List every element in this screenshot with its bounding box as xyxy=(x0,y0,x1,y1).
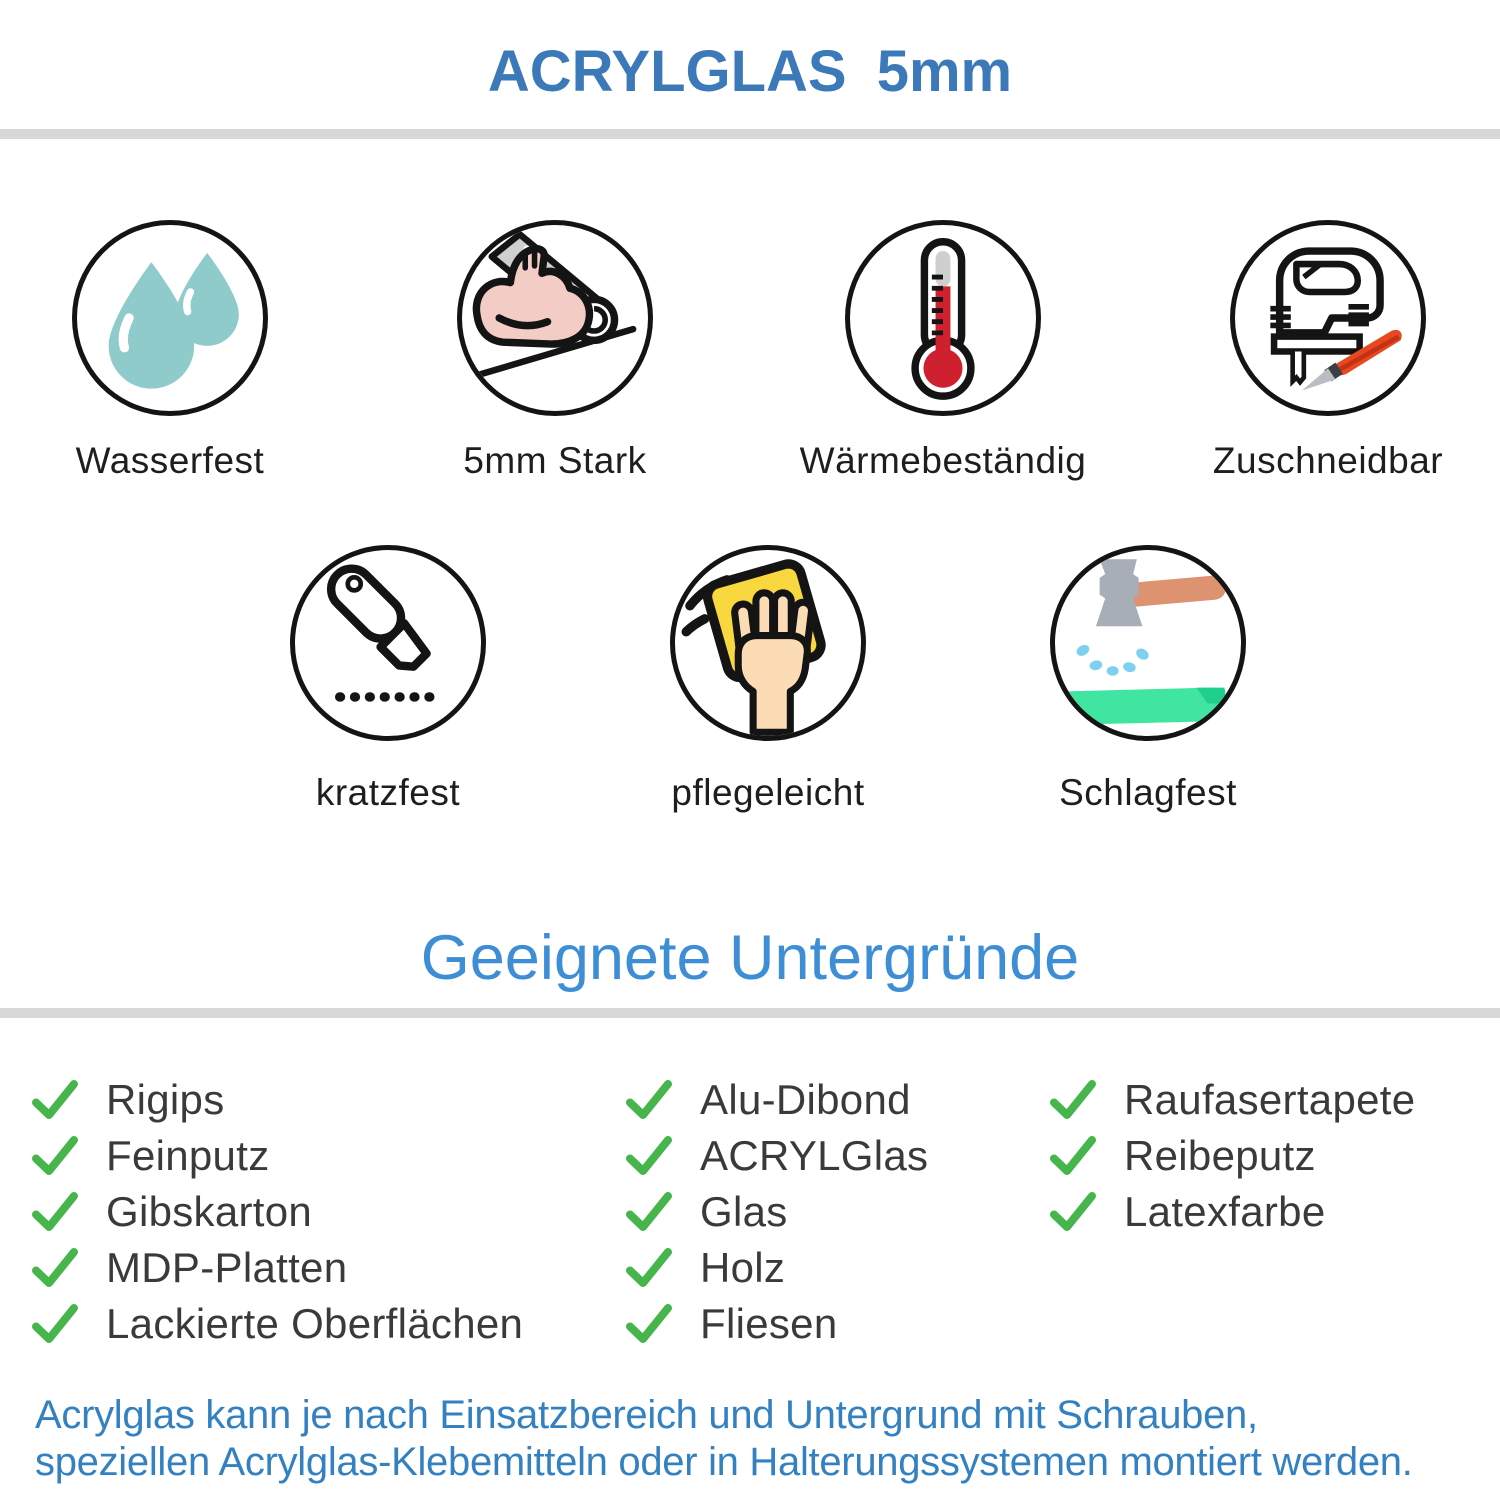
checkmark-icon xyxy=(624,1299,674,1349)
substrate-label: Reibeputz xyxy=(1124,1132,1316,1179)
substrate-column-1: Rigips Feinputz Gibskarton MDP-Platten L… xyxy=(30,1072,523,1352)
feature-label-wasserfest: Wasserfest xyxy=(75,440,265,481)
substrate-label: MDP-Platten xyxy=(106,1244,348,1291)
substrate-label: Glas xyxy=(700,1188,788,1235)
feature-label-kratzfest: kratzfest xyxy=(315,772,461,813)
checkmark-icon xyxy=(30,1187,80,1237)
list-item: Latexfarbe xyxy=(1048,1184,1415,1240)
list-item: Alu-Dibond xyxy=(624,1072,928,1128)
feature-label-zuschneidbar: Zuschneidbar xyxy=(1212,440,1444,481)
checkmark-icon xyxy=(624,1075,674,1125)
checkmark-icon xyxy=(30,1243,80,1293)
substrate-label: Alu-Dibond xyxy=(700,1076,911,1123)
feature-label-5mm-stark: 5mm Stark xyxy=(463,440,647,481)
checkmark-icon xyxy=(30,1299,80,1349)
jigsaw-knife-icon xyxy=(1270,247,1402,391)
substrate-column-3: Raufasertapete Reibeputz Latexfarbe xyxy=(1048,1072,1415,1240)
utility-knife-icon xyxy=(326,564,438,702)
substrate-label: ACRYLGlas xyxy=(700,1132,929,1179)
list-item: Holz xyxy=(624,1240,928,1296)
footer-line-2: speziellen Acrylglas-Klebemitteln oder i… xyxy=(35,1440,1413,1484)
list-item: ACRYLGlas xyxy=(624,1128,928,1184)
feature-circle-5mm-stark xyxy=(457,220,653,416)
checkmark-icon xyxy=(1048,1075,1098,1125)
checkmark-icon xyxy=(624,1131,674,1181)
feature-circle-schlagfest xyxy=(1050,545,1246,741)
footer-note: Acrylglas kann je nach Einsatzbereich un… xyxy=(35,1392,1485,1486)
muscle-arm-icon xyxy=(466,231,637,381)
checkmark-icon xyxy=(624,1187,674,1237)
checkmark-icon xyxy=(30,1075,80,1125)
substrate-label: Holz xyxy=(700,1244,786,1291)
substrate-label: Gibskarton xyxy=(106,1188,313,1235)
thermometer-icon xyxy=(911,238,975,400)
substrate-label: Feinputz xyxy=(106,1132,270,1179)
substrate-label: Raufasertapete xyxy=(1124,1076,1416,1123)
checkmark-icon xyxy=(1048,1187,1098,1237)
list-item: Raufasertapete xyxy=(1048,1072,1415,1128)
feature-label-schlagfest: Schlagfest xyxy=(1059,772,1237,813)
substrate-column-2: Alu-Dibond ACRYLGlas Glas Holz Fliesen xyxy=(624,1072,928,1352)
divider-top xyxy=(0,129,1500,139)
water-drops-icon xyxy=(108,252,239,389)
feature-label-pflegeleicht: pflegeleicht xyxy=(671,772,865,813)
feature-label-waermebestaendig: Wärmebeständig xyxy=(799,440,1087,481)
list-item: Lackierte Oberflächen xyxy=(30,1296,523,1352)
section-title-untergruende: Geeignete Untergründe xyxy=(420,923,1080,993)
feature-circle-waermebestaendig xyxy=(845,220,1041,416)
substrate-label: Lackierte Oberflächen xyxy=(106,1300,524,1347)
substrate-label: Rigips xyxy=(106,1076,225,1123)
list-item: Reibeputz xyxy=(1048,1128,1415,1184)
feature-circle-wasserfest xyxy=(72,220,268,416)
list-item: Gibskarton xyxy=(30,1184,523,1240)
footer-line-1: Acrylglas kann je nach Einsatzbereich un… xyxy=(35,1393,1258,1437)
checkmark-icon xyxy=(1048,1131,1098,1181)
checkmark-icon xyxy=(30,1131,80,1181)
list-item: Glas xyxy=(624,1184,928,1240)
list-item: Rigips xyxy=(30,1072,523,1128)
substrate-label: Fliesen xyxy=(700,1300,838,1347)
substrate-label: Latexfarbe xyxy=(1124,1188,1326,1235)
page-title: ACRYLGLAS 5mm xyxy=(487,39,1013,104)
divider-middle xyxy=(0,1008,1500,1018)
feature-circle-kratzfest xyxy=(290,545,486,741)
list-item: Fliesen xyxy=(624,1296,928,1352)
list-item: MDP-Platten xyxy=(30,1240,523,1296)
feature-circle-zuschneidbar xyxy=(1230,220,1426,416)
cleaning-hand-icon xyxy=(681,559,826,736)
feature-circle-pflegeleicht xyxy=(670,545,866,741)
checkmark-icon xyxy=(624,1243,674,1293)
hammer-icon xyxy=(1066,559,1227,725)
list-item: Feinputz xyxy=(30,1128,523,1184)
